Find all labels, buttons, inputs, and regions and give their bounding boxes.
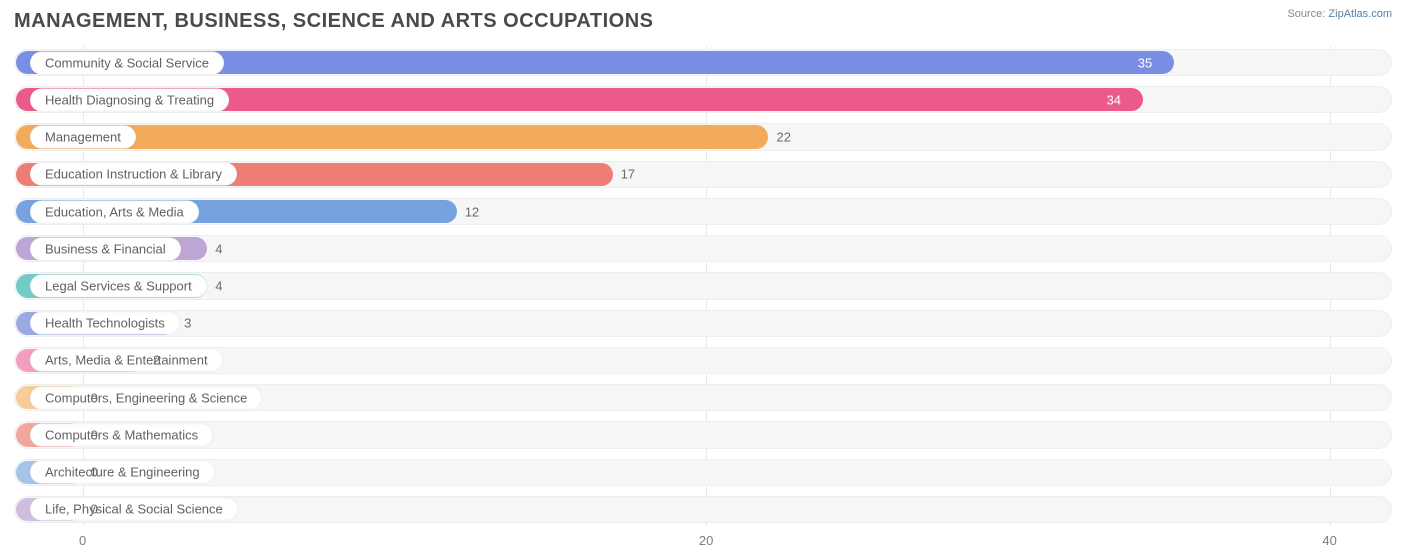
- value-label: 0: [91, 466, 98, 479]
- chart-row: Computers, Engineering & Science0: [14, 381, 1392, 414]
- source-link: ZipAtlas.com: [1328, 8, 1392, 20]
- category-label: Management: [30, 126, 136, 149]
- category-label: Legal Services & Support: [30, 274, 207, 297]
- value-label: 17: [621, 168, 635, 181]
- category-label: Arts, Media & Entertainment: [30, 349, 223, 372]
- chart-row: Community & Social Service 35: [14, 46, 1392, 79]
- value-label: 0: [91, 391, 98, 404]
- category-label: Business & Financial: [30, 237, 181, 260]
- category-label: Education Instruction & Library: [30, 163, 237, 186]
- chart-row: Computers & Mathematics0: [14, 418, 1392, 451]
- chart-title: MANAGEMENT, BUSINESS, SCIENCE AND ARTS O…: [0, 0, 1406, 39]
- value-label: 12: [465, 205, 479, 218]
- value-label: 35: [1138, 56, 1152, 69]
- chart-row: Education Instruction & Library 17: [14, 158, 1392, 191]
- chart-row: Management 22: [14, 120, 1392, 153]
- chart-row: Architecture & Engineering0: [14, 456, 1392, 489]
- category-label: Health Technologists: [30, 312, 180, 335]
- category-label: Education, Arts & Media: [30, 200, 199, 223]
- x-axis-tick-label: 40: [1322, 533, 1336, 548]
- category-label: Computers, Engineering & Science: [30, 386, 262, 409]
- bar-track: [14, 421, 1392, 448]
- category-label: Life, Physical & Social Science: [30, 498, 238, 521]
- x-axis-tick-label: 20: [699, 533, 713, 548]
- category-label: Health Diagnosing & Treating: [30, 88, 229, 111]
- x-axis-tick-label: 0: [79, 533, 86, 548]
- value-label: 2: [153, 354, 160, 367]
- bar-track: [14, 459, 1392, 486]
- chart-row: Health Diagnosing & Treating 34: [14, 83, 1392, 116]
- category-label: Community & Social Service: [30, 51, 224, 74]
- source: Source: ZipAtlas.com: [1287, 8, 1392, 20]
- chart-row: Life, Physical & Social Science0: [14, 493, 1392, 526]
- source-label: Source:: [1287, 8, 1325, 20]
- chart-plot: Community & Social Service 35 Health Diagn…: [14, 46, 1392, 526]
- category-label: Architecture & Engineering: [30, 461, 215, 484]
- chart-row: Health Technologists 3: [14, 307, 1392, 340]
- bar-track: [14, 310, 1392, 337]
- value-label: 0: [91, 428, 98, 441]
- chart-row: Education, Arts & Media 12: [14, 195, 1392, 228]
- value-label: 4: [215, 242, 222, 255]
- chart-row: Legal Services & Support 4: [14, 269, 1392, 302]
- chart-row: Business & Financial 4: [14, 232, 1392, 265]
- chart-row: Arts, Media & Entertainment2: [14, 344, 1392, 377]
- chart: Community & Social Service 35 Health Diagn…: [14, 46, 1392, 552]
- value-label: 34: [1107, 93, 1121, 106]
- value-label: 3: [184, 317, 191, 330]
- value-label: 0: [91, 503, 98, 516]
- value-label: 4: [215, 279, 222, 292]
- value-label: 22: [776, 131, 790, 144]
- category-label: Computers & Mathematics: [30, 423, 213, 446]
